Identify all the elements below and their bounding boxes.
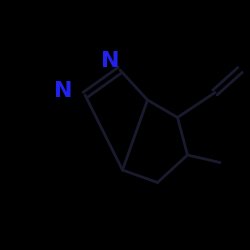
Text: N: N <box>54 81 73 101</box>
Text: N: N <box>101 51 119 71</box>
